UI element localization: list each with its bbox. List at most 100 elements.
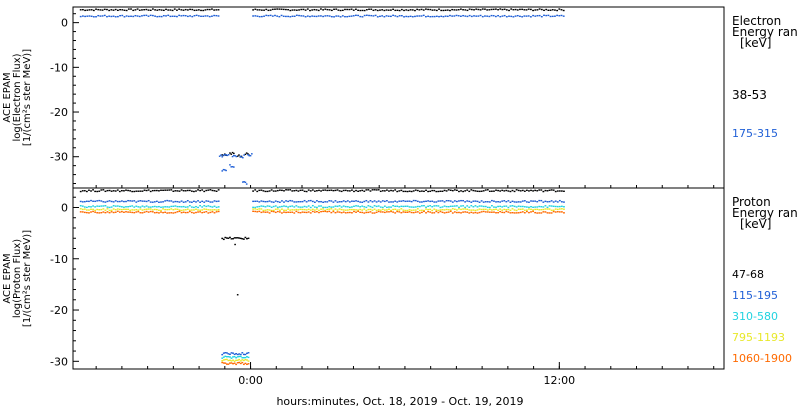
proton-data-point [563,208,565,210]
proton-data-point [377,209,380,211]
proton-data-point [241,352,244,354]
electron-data-point [304,9,307,11]
proton-data-point [153,189,156,192]
proton-data-point [482,190,485,192]
proton-data-point [328,189,331,192]
proton-data-point [209,189,212,191]
proton-data-point [472,209,475,211]
electron-data-point [92,9,95,12]
electron-data-point [560,9,563,11]
proton-data-point [357,209,360,211]
proton-data-point [462,211,464,213]
proton-data-point [222,359,225,361]
proton-data-point [517,205,520,207]
proton-data-point [274,190,277,192]
electron-data-point [169,9,172,11]
proton-data-point [145,205,148,207]
proton-data-point [511,200,514,202]
proton-data-point [139,200,142,202]
electron-data-point [186,9,189,11]
proton-data-point [287,206,290,208]
proton-data-point [355,205,357,207]
proton-data-point [178,190,181,192]
electron-data-point [420,8,423,11]
electron-data-point [195,9,198,11]
electron-data-point [136,15,139,17]
electron-data-point [545,14,548,17]
electron-data-point [173,8,176,10]
proton-data-point [460,205,462,207]
proton-data-point [227,363,230,365]
proton-data-point [375,189,378,191]
proton-data-point [264,209,267,211]
electron-data-point [221,170,224,172]
proton-data-point [123,211,125,213]
proton-data-point [252,208,255,210]
proton-data-point [453,211,456,213]
electron-data-point [263,15,265,17]
electron-data-point [501,8,504,11]
proton-data-point [482,208,485,211]
proton-data-point [170,212,173,214]
proton-data-point [363,200,366,203]
proton-data-point [236,356,239,358]
proton-data-point [478,205,481,207]
electron-data-point [427,8,429,11]
proton-data-point [548,200,551,203]
electron-data-point [156,9,159,11]
proton-data-point [342,211,345,213]
proton-data-point [402,209,405,211]
proton-data-point [381,200,384,202]
proton-data-point [129,209,132,212]
proton-data-point [303,199,306,202]
proton-data-point [365,211,368,214]
proton-data-point [268,212,271,214]
proton-data-point [383,211,386,214]
electron-data-point [534,9,537,11]
electron-data-point [560,14,563,17]
proton-data-point [359,201,362,203]
proton-data-point [238,237,241,239]
proton-data-point [79,205,82,207]
proton-data-point [170,200,173,202]
proton-data-point [429,200,432,203]
proton-data-point [412,209,415,211]
proton-data-point [293,201,296,203]
proton-data-point [190,206,193,208]
proton-data-point [229,356,231,358]
electron-data-point [245,183,248,185]
proton-data-point [242,357,245,359]
electron-data-point [309,15,311,18]
proton-data-point [98,212,101,214]
electron-data-point [136,8,139,10]
proton-data-point [328,205,331,208]
electron-data-point [189,8,191,11]
electron-data-point [497,9,499,11]
electron-data-point [134,14,137,17]
proton-legend-title: Proton [732,195,771,209]
proton-data-point [544,208,547,210]
electron-data-point [191,15,194,18]
proton-data-point [268,200,271,202]
proton-data-point [330,206,333,208]
electron-data-point [534,15,537,17]
proton-data-point [476,206,479,208]
proton-data-point [552,201,555,203]
proton-data-point [453,205,456,207]
electron-data-point [479,14,482,17]
proton-data-point [137,190,140,192]
electron-data-point [341,9,344,12]
proton-data-point [244,358,247,361]
electron-data-point [222,168,225,171]
proton-data-point [127,211,129,213]
proton-data-point [425,189,427,192]
electron-data-point [554,9,556,11]
electron-data-point [285,15,287,18]
proton-data-point [96,212,99,214]
proton-data-point [96,200,99,202]
electron-data-point [206,15,209,17]
electron-data-point [481,8,484,10]
proton-data-point [369,190,372,192]
proton-data-point [383,200,386,203]
proton-data-point [441,200,444,202]
